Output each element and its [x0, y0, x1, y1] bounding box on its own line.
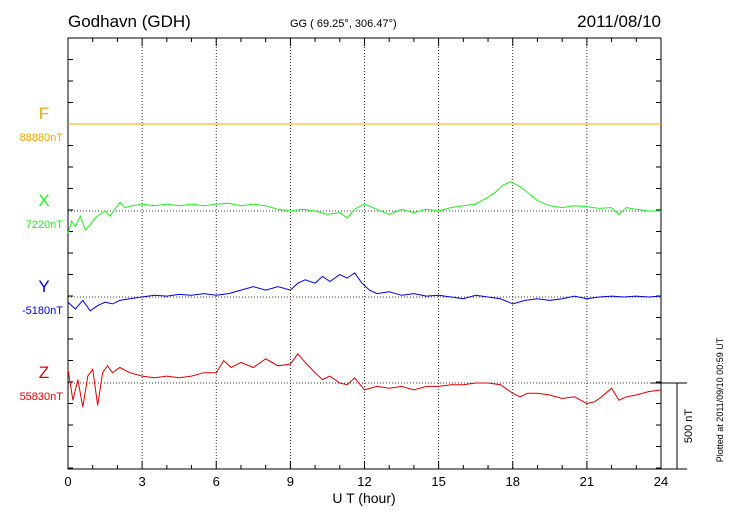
scale-bar: 500 nT [651, 382, 695, 470]
x-tick-label: 9 [287, 474, 294, 489]
x-tick-label: 0 [64, 474, 71, 489]
x-tick-labels: 0 3 6 9 12 15 18 21 24 [64, 474, 668, 489]
plotted-at-note: Plotted at 2011/09/10 00:59 UT [715, 337, 725, 462]
component-label-x: X [38, 191, 49, 210]
x-tick-label: 21 [580, 474, 594, 489]
x-tick-label: 15 [431, 474, 445, 489]
x-axis-label: U T (hour) [332, 490, 395, 506]
x-tick-label: 24 [654, 474, 668, 489]
x-tick-label: 6 [213, 474, 220, 489]
component-label-f: F [39, 104, 49, 123]
x-tick-label: 12 [357, 474, 371, 489]
series-line-x [67, 181, 661, 234]
series-line-y [67, 272, 662, 312]
baseline-value-f: 88880nT [20, 132, 64, 144]
component-label-y: Y [38, 277, 49, 296]
baseline-value-y: -5180nT [22, 305, 63, 317]
station-coordinates: GG ( 69.25°, 306.47°) [290, 18, 397, 30]
grid-lines [141, 38, 588, 469]
series-lines [67, 123, 662, 408]
x-tick-label: 18 [506, 474, 520, 489]
x-tick-label: 3 [139, 474, 146, 489]
component-label-z: Z [39, 363, 49, 382]
scale-bar-label: 500 nT [683, 409, 695, 444]
station-title: Godhavn (GDH) [68, 12, 191, 31]
baseline-value-x: 7220nT [26, 219, 64, 231]
plot-date: 2011/08/10 [577, 12, 661, 31]
series-labels: F 88880nT X 7220nT Y -5180nT Z 55830nT [20, 104, 64, 403]
series-line-z [67, 352, 662, 408]
baseline-value-z: 55830nT [20, 391, 64, 403]
